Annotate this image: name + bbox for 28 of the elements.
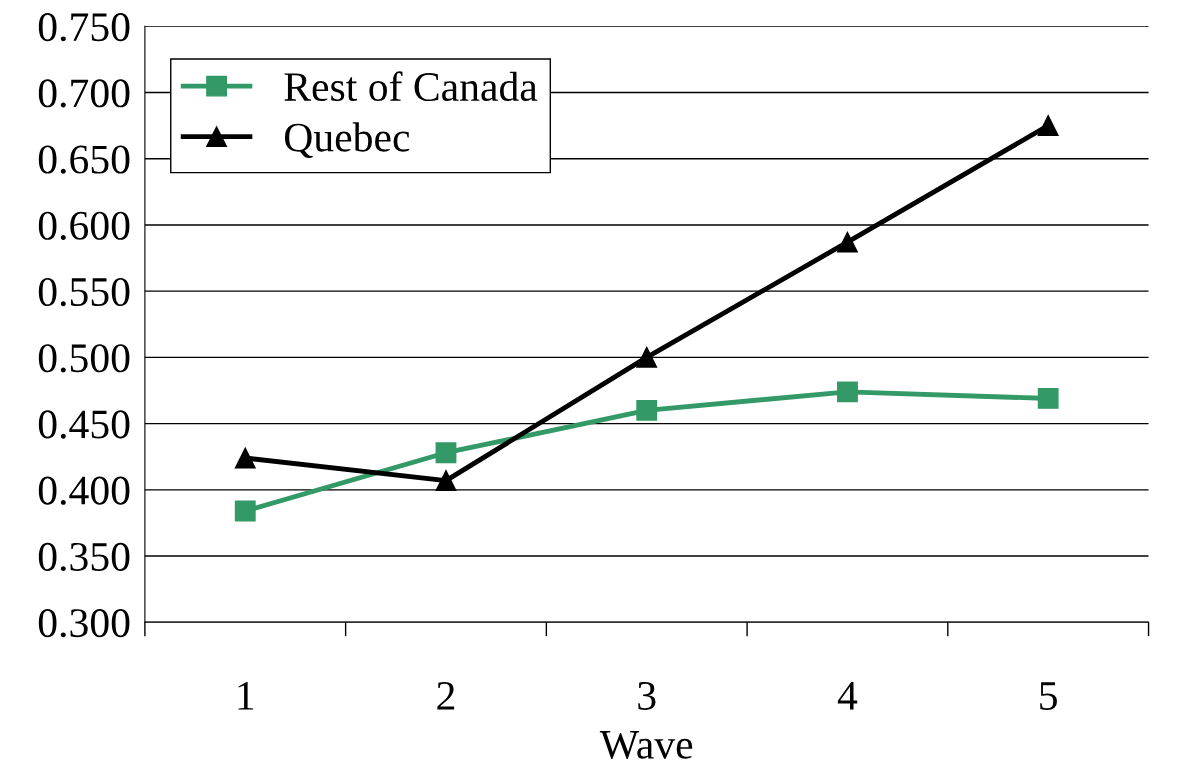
y-tick-label: 0.300 bbox=[38, 609, 130, 638]
y-tick-label: 0.700 bbox=[38, 79, 130, 108]
y-tick-label: 0.600 bbox=[38, 211, 130, 240]
y-tick-label: 0.450 bbox=[38, 410, 130, 439]
y-tick-label: 0.650 bbox=[38, 145, 130, 174]
x-axis-title: Wave bbox=[599, 731, 693, 760]
point bbox=[1037, 115, 1059, 137]
x-tick-label: 1 bbox=[238, 682, 254, 710]
point bbox=[435, 470, 457, 491]
point bbox=[234, 447, 256, 469]
legend-label: Rest of Canada bbox=[284, 71, 538, 102]
y-tick-label: 0.500 bbox=[38, 344, 130, 373]
x-tick-label: 3 bbox=[638, 681, 656, 710]
point bbox=[837, 381, 858, 403]
x-tick-label: 5 bbox=[1040, 682, 1057, 710]
point bbox=[435, 442, 457, 464]
y-tick-label: 0.400 bbox=[38, 476, 130, 505]
point bbox=[1037, 388, 1059, 409]
legend-label: Quebec bbox=[284, 122, 410, 158]
y-tick-label: 0.750 bbox=[38, 13, 130, 42]
point bbox=[636, 346, 658, 368]
y-tick-label: 0.550 bbox=[38, 277, 130, 307]
point bbox=[837, 231, 858, 253]
x-tick-label: 2 bbox=[437, 681, 455, 710]
x-tick-label: 4 bbox=[837, 682, 858, 710]
point bbox=[636, 399, 658, 421]
y-tick-label: 0.350 bbox=[38, 542, 130, 572]
point bbox=[234, 500, 256, 522]
